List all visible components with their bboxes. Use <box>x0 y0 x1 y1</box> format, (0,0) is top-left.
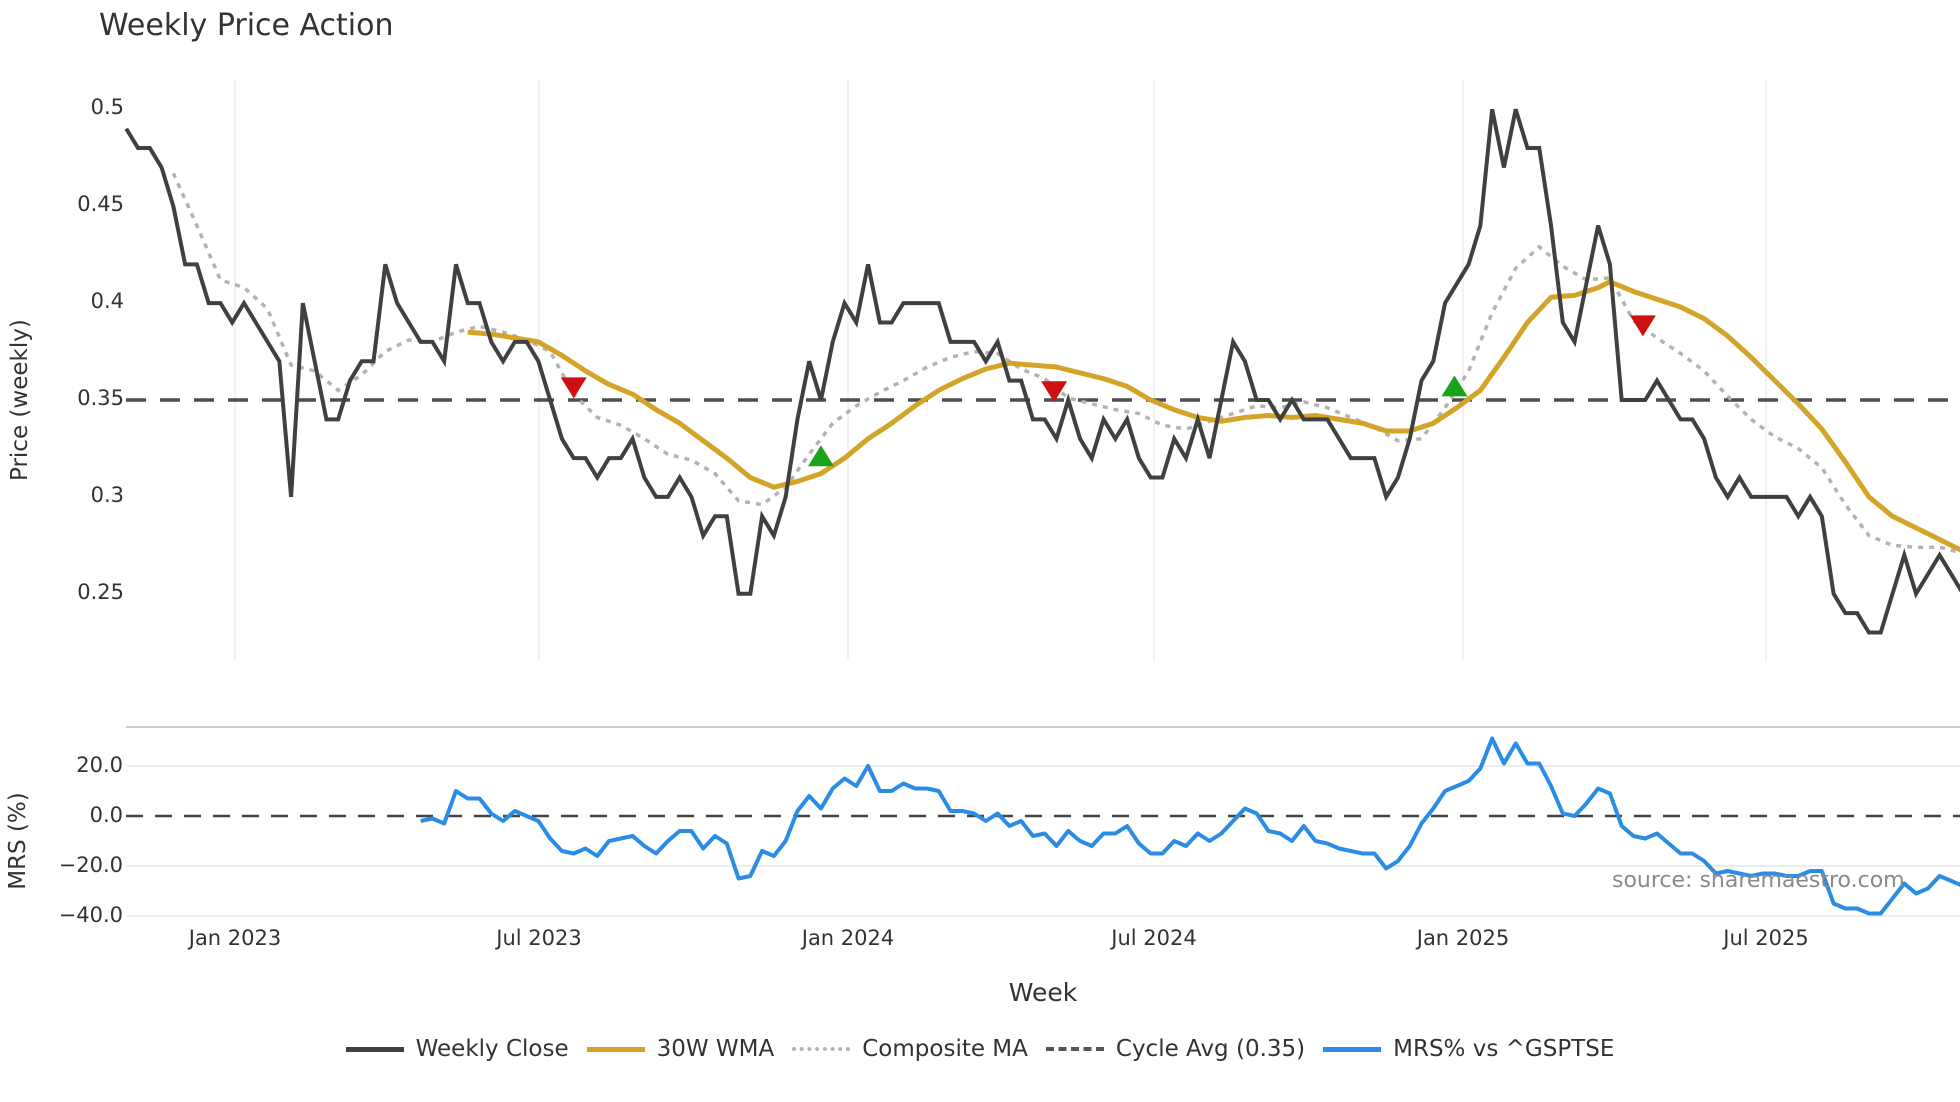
mrs-tick: −20.0 <box>58 853 123 877</box>
price-tick: 0.5 <box>90 95 124 119</box>
solid-line-icon <box>345 1046 404 1052</box>
legend-label: MRS% vs ^GSPTSE <box>1393 1036 1615 1062</box>
legend-label: Composite MA <box>862 1036 1028 1062</box>
solid-line-icon <box>586 1046 645 1052</box>
x-tick: Jan 2023 <box>188 926 282 950</box>
price-tick: 0.3 <box>90 483 124 507</box>
mrs-axis-label: MRS (%) <box>5 792 31 890</box>
x-tick: Jul 2023 <box>496 926 582 950</box>
signal-markers <box>560 315 1656 467</box>
dashed-line-icon <box>1045 1047 1104 1051</box>
legend-item-composite-ma[interactable]: Composite MA <box>792 1036 1028 1062</box>
x-tick: Jan 2024 <box>801 926 895 950</box>
mrs-series <box>420 736 1960 916</box>
buy-signal-icon <box>1441 375 1468 397</box>
x-tick: Jan 2025 <box>1416 926 1510 950</box>
legend-label: 30W WMA <box>656 1036 775 1062</box>
dotted-line-icon <box>792 1047 851 1051</box>
mrs-tick: 20.0 <box>76 753 123 777</box>
grid-lines <box>234 80 1767 660</box>
buy-signal-icon <box>807 445 834 467</box>
sell-signal-icon <box>560 377 587 399</box>
mrs-tick: −40.0 <box>58 903 123 927</box>
source-attribution: source: sharemaestro.com <box>1612 868 1905 893</box>
sell-signal-icon <box>1629 315 1656 337</box>
sell-signal-icon <box>1041 381 1068 403</box>
price-series <box>124 108 1960 635</box>
price-tick: 0.25 <box>77 580 124 604</box>
price-axis-label: Price (weekly) <box>7 319 33 481</box>
legend-item-weekly-close[interactable]: Weekly Close <box>345 1036 569 1062</box>
mrs-line <box>420 736 1960 916</box>
legend-item-cycle-avg[interactable]: Cycle Avg (0.35) <box>1045 1036 1306 1062</box>
composite-ma-line <box>171 172 1960 555</box>
x-tick: Jul 2025 <box>1723 926 1809 950</box>
mrs-tick: 0.0 <box>89 803 123 827</box>
price-tick: 0.35 <box>77 386 124 410</box>
price-tick: 0.45 <box>77 192 124 216</box>
legend: Weekly Close 30W WMA Composite MA Cycle … <box>0 1036 1960 1062</box>
wma-line <box>467 279 1960 553</box>
legend-label: Cycle Avg (0.35) <box>1115 1036 1306 1062</box>
x-axis-label: Week <box>1008 978 1078 1007</box>
price-tick: 0.4 <box>90 289 124 313</box>
legend-item-mrs[interactable]: MRS% vs ^GSPTSE <box>1323 1036 1614 1062</box>
solid-line-icon <box>1323 1046 1382 1052</box>
x-tick: Jul 2024 <box>1111 926 1197 950</box>
mrs-grid-lines <box>126 765 1960 917</box>
chart-title: Weekly Price Action <box>99 8 394 43</box>
legend-label: Weekly Close <box>415 1036 569 1062</box>
legend-item-30w-wma[interactable]: 30W WMA <box>586 1036 775 1062</box>
weekly-close-line <box>124 108 1960 635</box>
